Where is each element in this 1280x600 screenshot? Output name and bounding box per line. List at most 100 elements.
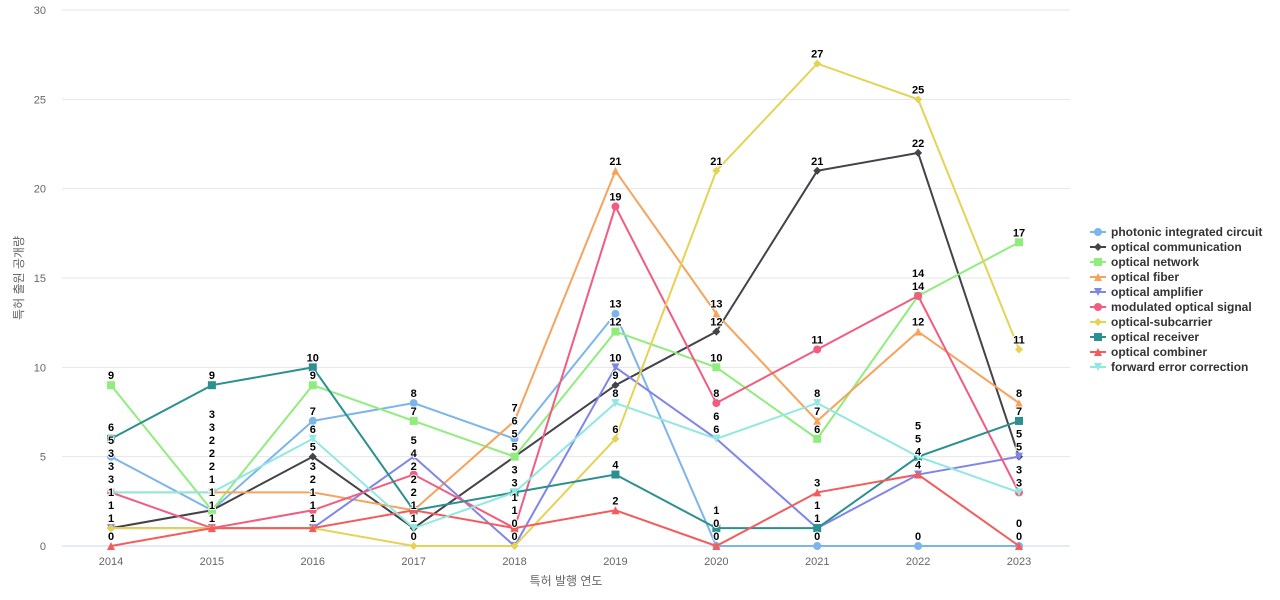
data-label: 0 — [511, 531, 517, 543]
legend-item[interactable]: optical communication — [1090, 239, 1262, 254]
series-line — [110, 311, 1019, 547]
data-label: 8 — [612, 388, 618, 400]
legend-item[interactable]: optical network — [1090, 254, 1262, 269]
legend-marker — [1094, 347, 1102, 356]
legend-item[interactable]: forward error correction — [1090, 359, 1262, 374]
data-point — [207, 506, 216, 515]
data-point — [1015, 488, 1023, 497]
data-label: 10 — [307, 352, 319, 364]
legend-label: forward error correction — [1111, 359, 1249, 374]
legend-marker — [1094, 227, 1102, 236]
data-label: 2 — [209, 461, 215, 473]
data-label: 1 — [108, 500, 114, 512]
data-point — [1015, 542, 1023, 550]
data-label: 8 — [1016, 388, 1022, 400]
data-label: 14 — [912, 281, 925, 293]
series-line — [110, 241, 1020, 512]
legend-symbol-icon — [1090, 242, 1106, 251]
data-point — [813, 488, 822, 497]
series-line — [110, 203, 1020, 530]
data-point — [611, 506, 620, 515]
data-point — [712, 166, 721, 175]
data-label: 6 — [511, 416, 517, 428]
data-label: 3 — [209, 422, 215, 434]
data-point — [1015, 452, 1023, 461]
data-label: 3 — [1016, 477, 1022, 489]
data-label: 10 — [710, 352, 722, 364]
data-point — [409, 506, 418, 515]
legend-label: optical fiber — [1111, 269, 1180, 284]
data-label: 5 — [915, 421, 921, 433]
x-tick-label: 2014 — [99, 556, 123, 568]
data-point — [813, 399, 822, 408]
data-label: 1 — [310, 513, 316, 525]
data-point — [813, 59, 822, 68]
legend-item[interactable]: modulated optical signal — [1090, 299, 1262, 314]
data-label: 1 — [108, 487, 114, 499]
data-point — [510, 524, 519, 533]
data-label: 5 — [915, 434, 921, 446]
legend-item[interactable]: optical amplifier — [1090, 284, 1262, 299]
data-label: 1 — [411, 513, 417, 525]
x-tick-label: 2015 — [200, 556, 224, 568]
data-point — [107, 488, 115, 497]
y-tick-label: 15 — [34, 273, 46, 285]
legend-label: optical network — [1111, 254, 1200, 269]
data-point — [611, 399, 620, 408]
legend-label: optical combiner — [1111, 344, 1208, 359]
legend-label: modulated optical signal — [1111, 299, 1252, 314]
data-point — [611, 434, 620, 443]
data-label: 3 — [108, 461, 114, 473]
data-label: 22 — [912, 138, 924, 150]
data-point — [107, 524, 115, 533]
legend-item[interactable]: optical combiner — [1090, 344, 1262, 359]
data-label: 1 — [209, 500, 215, 512]
data-point — [813, 345, 822, 354]
data-point — [712, 434, 721, 443]
data-label: 0 — [1016, 531, 1022, 543]
data-label: 21 — [811, 156, 823, 168]
legend-item[interactable]: optical-subcarrier — [1090, 314, 1262, 329]
data-point — [914, 470, 923, 479]
x-tick-label: 2020 — [704, 556, 728, 568]
data-label: 7 — [411, 406, 417, 418]
data-point — [308, 452, 317, 461]
data-label: 5 — [1016, 429, 1022, 441]
legend-item[interactable]: photonic integrated circuit — [1090, 224, 1262, 239]
data-label: 8 — [713, 388, 719, 400]
series-line — [111, 401, 1020, 530]
legend-item[interactable]: optical fiber — [1090, 269, 1262, 284]
data-label: 5 — [511, 429, 517, 441]
data-label: 9 — [209, 370, 215, 382]
legend-symbol-icon — [1090, 332, 1106, 341]
series-line — [111, 168, 1020, 512]
data-label: 0 — [108, 531, 114, 543]
x-tick-label: 2021 — [805, 556, 829, 568]
data-point — [611, 166, 620, 175]
data-point — [107, 542, 115, 550]
data-point — [914, 95, 923, 104]
data-label: 1 — [108, 513, 114, 525]
data-point — [813, 166, 822, 175]
legend-item[interactable]: optical receiver — [1090, 329, 1262, 344]
data-point — [308, 381, 317, 390]
data-label: 12 — [710, 317, 722, 329]
data-label: 0 — [814, 531, 820, 543]
legend-symbol-icon — [1090, 302, 1106, 311]
legend-marker — [1094, 272, 1102, 281]
data-label: 11 — [1013, 334, 1025, 346]
data-point — [308, 506, 317, 515]
data-label: 6 — [612, 424, 618, 436]
y-tick-label: 10 — [34, 362, 46, 374]
data-label: 1 — [511, 492, 517, 504]
data-label: 17 — [1013, 227, 1025, 239]
data-label: 14 — [912, 268, 925, 280]
data-point — [1015, 345, 1023, 354]
data-label: 13 — [609, 299, 621, 311]
legend-label: optical amplifier — [1111, 284, 1204, 299]
data-point — [308, 434, 317, 443]
data-point — [207, 488, 216, 497]
data-point — [813, 434, 822, 443]
series-line — [110, 366, 1020, 530]
series-line — [110, 473, 1020, 548]
